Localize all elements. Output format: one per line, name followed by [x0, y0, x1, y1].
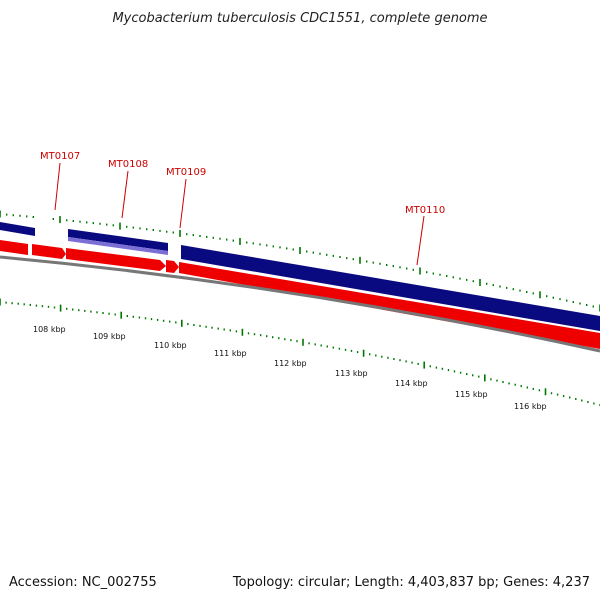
- forward-gene-feature: [0, 222, 35, 236]
- forward-gene-feature: [68, 229, 168, 251]
- scale-label: 111 kbp: [214, 349, 247, 358]
- forward-gene-feature: [181, 245, 600, 331]
- gene-label: MT0109: [166, 167, 206, 178]
- gene-label: MT0108: [108, 159, 148, 170]
- gene-label: MT0107: [40, 151, 80, 162]
- gene-leader-line: [54, 162, 61, 211]
- reverse-gene-feature: [179, 262, 600, 349]
- reverse-gene-arrow: [166, 260, 179, 273]
- inner-tick-row: [0, 298, 600, 406]
- outer-tick-row: [0, 210, 600, 312]
- genome-summary-text: Topology: circular; Length: 4,403,837 bp…: [232, 575, 590, 590]
- scale-label: 114 kbp: [395, 379, 428, 388]
- gene-leader-line: [121, 170, 129, 219]
- scale-label: 112 kbp: [274, 359, 307, 368]
- reverse-gene-arrow: [66, 248, 166, 271]
- scale-label: 115 kbp: [455, 390, 488, 399]
- map-title: Mycobacterium tuberculosis CDC1551, comp…: [112, 11, 487, 26]
- gene-label-group: MT0107 MT0108 MT0109 MT0110: [40, 151, 445, 266]
- gene-label: MT0110: [405, 205, 445, 216]
- genome-backbone: [0, 255, 600, 353]
- reverse-gene-arrow: [32, 244, 66, 259]
- scale-label: 113 kbp: [335, 369, 368, 378]
- forward-gene-highlight: [68, 237, 168, 255]
- scale-label: 110 kbp: [154, 341, 187, 350]
- gene-leader-line: [416, 215, 425, 266]
- scale-label: 116 kbp: [514, 402, 547, 411]
- scale-label: 109 kbp: [93, 332, 126, 341]
- reverse-gene-feature: [0, 240, 28, 255]
- gene-leader-line: [179, 178, 187, 229]
- scale-label: 108 kbp: [33, 325, 66, 334]
- reverse-strand-track: [0, 240, 600, 349]
- forward-strand-track: [0, 222, 600, 331]
- scale-label-group: 108 kbp 109 kbp 110 kbp 111 kbp 112 kbp …: [33, 325, 547, 411]
- accession-text: Accession: NC_002755: [9, 575, 157, 590]
